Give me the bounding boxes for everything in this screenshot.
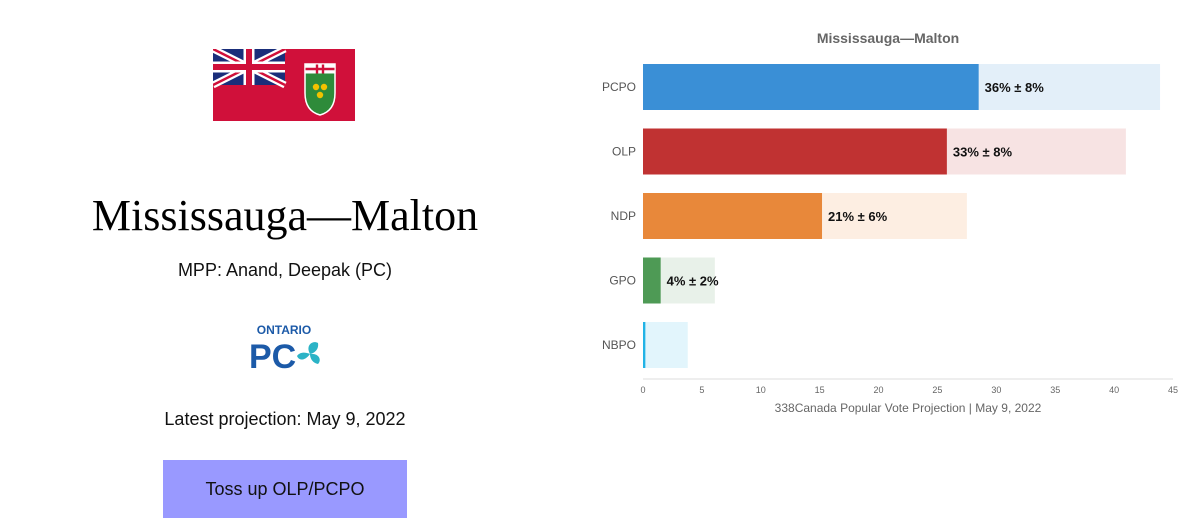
logo-text-pc: PC <box>249 338 296 371</box>
x-tick-label-15: 15 <box>815 385 825 395</box>
x-tick-label-0: 0 <box>640 385 645 395</box>
bars-layer: PCPO 36% ± 8% OLP 33% ± 8% NDP 21% ± 6% GPO 4% … <box>602 64 1161 368</box>
x-tick-label-30: 30 <box>991 385 1001 395</box>
logo-text-ontario: ONTARIO <box>257 323 311 337</box>
x-tick-label-35: 35 <box>1050 385 1060 395</box>
ontario-pc-logo: ONTARIO PC <box>249 323 320 371</box>
riding-title: Mississauga—Malton <box>91 191 479 240</box>
ontario-flag-icon <box>213 49 355 121</box>
bar-gpo <box>643 257 661 304</box>
bar-olp <box>643 128 947 175</box>
category-label-gpo: GPO <box>609 274 636 288</box>
bar-ndp <box>643 193 823 239</box>
x-tick-label-10: 10 <box>756 385 766 395</box>
chart-title: Mississauga—Malton <box>817 30 959 46</box>
category-label-pcpo: PCPO <box>602 80 636 94</box>
bar-pcpo <box>643 64 979 110</box>
x-tick-label-40: 40 <box>1109 385 1119 395</box>
trillium-leaf-icon <box>297 342 320 364</box>
x-tick-label-5: 5 <box>699 385 704 395</box>
category-label-olp: OLP <box>612 145 636 159</box>
x-axis-label: 338Canada Popular Vote Projection | May … <box>775 401 1042 415</box>
x-tick-label-45: 45 <box>1168 385 1178 395</box>
bar-nbpo <box>643 322 646 368</box>
vote-projection-chart: Mississauga—Malton PCPO 36% ± 8% OLP 33% ± … <box>580 0 1200 524</box>
bar-chart-svg: Mississauga—Malton PCPO 36% ± 8% OLP 33% ± … <box>602 30 1178 415</box>
category-label-ndp: NDP <box>611 209 636 223</box>
projection-status-button[interactable]: Toss up OLP/PCPO <box>163 460 407 518</box>
data-label-gpo: 4% ± 2% <box>667 274 719 289</box>
data-label-pcpo: 36% ± 8% <box>985 80 1045 95</box>
data-label-ndp: 21% ± 6% <box>828 209 888 224</box>
left-panel: Mississauga—Malton MPP: Anand, Deepak (P… <box>0 0 570 524</box>
mpp-label: MPP: Anand, Deepak (PC) <box>177 260 393 280</box>
range-bar-nbpo <box>643 322 688 368</box>
x-tick-label-20: 20 <box>874 385 884 395</box>
x-tick-label-25: 25 <box>932 385 942 395</box>
data-label-olp: 33% ± 8% <box>953 145 1013 160</box>
x-axis: 0 5 10 15 20 25 30 35 40 45 <box>640 378 1178 395</box>
category-label-nbpo: NBPO <box>602 338 636 352</box>
latest-projection-label: Latest projection: May 9, 2022 <box>164 409 406 429</box>
